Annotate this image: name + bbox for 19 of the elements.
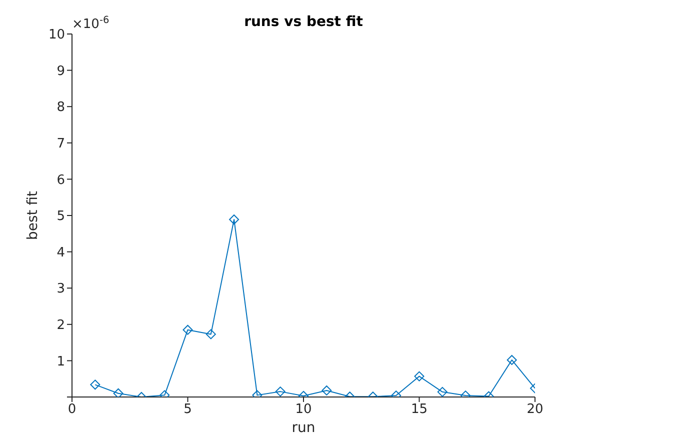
y-tick-label: 5 (56, 209, 65, 224)
y-tick-label: 2 (56, 318, 65, 334)
y-tick-label: 10 (48, 28, 65, 43)
y-tick-label: 1 (56, 354, 65, 370)
y-tick-label: 9 (56, 64, 65, 79)
y-tick-label: 4 (56, 245, 65, 260)
x-tick-label: 0 (68, 402, 76, 418)
y-tick-label: 7 (56, 136, 65, 152)
y-tick-label: 3 (56, 282, 65, 297)
x-tick-label: 20 (526, 402, 544, 418)
chart-title: runs vs best fit (244, 14, 364, 30)
x-tick-label: 10 (295, 402, 312, 418)
x-axis-title: run (292, 420, 316, 436)
x-tick-label: 15 (410, 402, 428, 418)
y-axis-title: best fit (24, 190, 41, 240)
y-tick-label: 8 (56, 100, 65, 116)
text: ×10$^{-6}$ (72, 14, 110, 32)
y-tick-label: 6 (56, 172, 65, 188)
x-tick-label: 5 (184, 402, 192, 418)
